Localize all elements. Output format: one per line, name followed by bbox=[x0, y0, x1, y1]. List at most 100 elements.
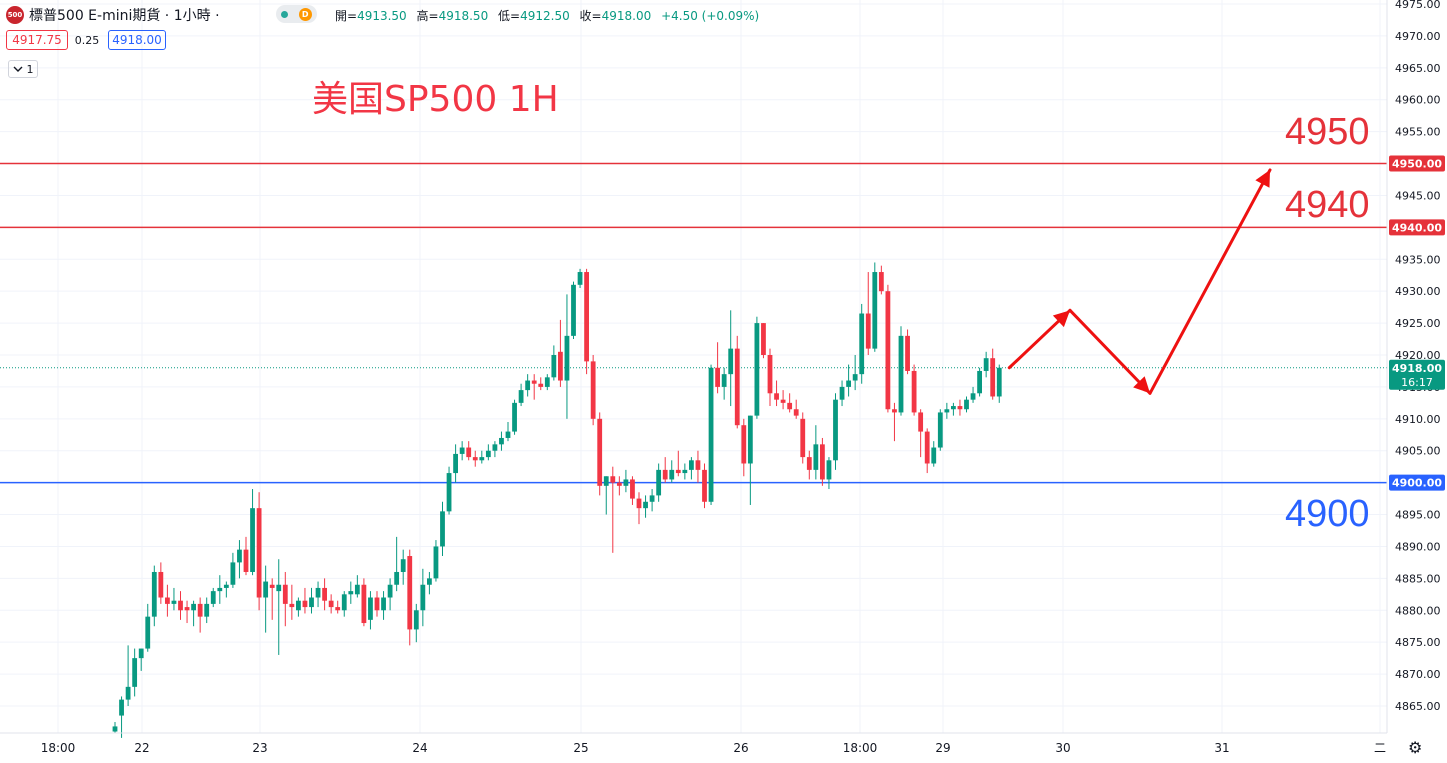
candle-body bbox=[485, 450, 491, 458]
candle-body bbox=[512, 402, 517, 432]
candle-body bbox=[315, 587, 321, 598]
candle-body bbox=[394, 571, 400, 585]
candle-body bbox=[564, 335, 570, 381]
candle-body bbox=[734, 348, 740, 426]
candle-body bbox=[440, 511, 445, 547]
gear-icon[interactable]: ⚙ bbox=[1408, 738, 1423, 757]
candle-body bbox=[197, 603, 203, 617]
candle-body bbox=[584, 272, 589, 362]
candle-body bbox=[859, 313, 865, 375]
level-price-label: 4940.00 bbox=[1392, 221, 1442, 234]
candle-body bbox=[184, 607, 190, 611]
candle-body bbox=[165, 597, 170, 604]
candle-body bbox=[689, 460, 694, 470]
candle-body bbox=[446, 473, 452, 512]
candle-body bbox=[623, 479, 629, 486]
market-status-pill[interactable]: D bbox=[276, 5, 317, 23]
candle-body bbox=[243, 549, 249, 572]
high-label: 高= bbox=[416, 9, 439, 23]
candle-body bbox=[728, 348, 734, 375]
candle-body bbox=[996, 367, 1002, 397]
candle-body bbox=[806, 457, 812, 470]
candle-body bbox=[217, 587, 223, 592]
candle-body bbox=[878, 272, 884, 292]
candle-body bbox=[597, 418, 603, 486]
candle-body bbox=[263, 581, 269, 598]
price-tick-label: 4890.00 bbox=[1395, 540, 1441, 553]
sell-price-button[interactable]: 4917.75 bbox=[6, 30, 68, 50]
grid-lines bbox=[0, 0, 1387, 733]
delayed-data-badge: D bbox=[298, 7, 312, 21]
time-tick-label: 25 bbox=[573, 741, 588, 755]
candle-body bbox=[230, 562, 236, 585]
countdown-label: 16:17 bbox=[1401, 376, 1433, 389]
open-value: 4913.50 bbox=[357, 9, 407, 23]
candle-body bbox=[531, 380, 537, 384]
candle-body bbox=[191, 603, 196, 611]
candle-body bbox=[656, 469, 662, 496]
horizontal-level-lines[interactable] bbox=[0, 162, 1387, 484]
change-value: +4.50 (+0.09%) bbox=[661, 9, 760, 23]
candle-body bbox=[112, 726, 118, 732]
candle-body bbox=[132, 658, 138, 687]
candle-body bbox=[223, 584, 229, 588]
candle-body bbox=[616, 482, 622, 486]
candle-body bbox=[754, 323, 760, 416]
level-price-tag bbox=[1389, 474, 1445, 491]
forecast-arrow-path[interactable] bbox=[1007, 168, 1272, 395]
price-tick-label: 4965.00 bbox=[1395, 62, 1441, 75]
candle-body bbox=[662, 469, 668, 480]
candle-body bbox=[892, 409, 897, 413]
price-tick-label: 4920.00 bbox=[1395, 349, 1441, 362]
candle-body bbox=[833, 399, 838, 461]
candle-body bbox=[793, 409, 799, 416]
candle-body bbox=[237, 549, 242, 563]
forecast-arrowhead bbox=[1133, 376, 1150, 394]
price-tick-label: 4975.00 bbox=[1395, 0, 1441, 11]
candle-body bbox=[309, 597, 314, 608]
chevron-down-icon bbox=[13, 66, 22, 72]
candle-body bbox=[820, 444, 825, 480]
buy-price-button[interactable]: 4918.00 bbox=[108, 30, 166, 50]
candle-body bbox=[964, 399, 969, 410]
candle-body bbox=[957, 406, 963, 410]
candle-body bbox=[538, 383, 544, 387]
time-tick-label: 22 bbox=[134, 741, 149, 755]
level-price-label: 4900.00 bbox=[1392, 477, 1442, 490]
high-value: 4918.50 bbox=[438, 9, 489, 23]
ohlc-readout: 開=4913.50 高=4918.50 低=4912.50 收=4918.00 … bbox=[335, 7, 765, 24]
candle-body bbox=[158, 571, 164, 598]
market-open-dot-icon bbox=[281, 10, 289, 18]
candle-body bbox=[525, 380, 531, 391]
candle-body bbox=[983, 358, 989, 371]
candle-body bbox=[708, 367, 714, 502]
candle-body bbox=[970, 393, 976, 400]
time-axis[interactable]: 18:00 22 23 24 25 26 18:00 29 30 31 二 bbox=[0, 732, 1387, 755]
price-tick-label: 4880.00 bbox=[1395, 604, 1441, 617]
candle-body bbox=[138, 648, 144, 659]
price-tick-label: 4885.00 bbox=[1395, 572, 1441, 585]
candle-body bbox=[387, 584, 393, 598]
candle-body bbox=[577, 272, 583, 285]
candle-body bbox=[407, 556, 413, 630]
candle-body bbox=[747, 415, 753, 464]
candle-body bbox=[459, 447, 465, 454]
indicators-toggle[interactable]: 1 bbox=[8, 60, 38, 78]
candle-body bbox=[761, 323, 766, 355]
price-axis[interactable]: 4975.00 4970.00 4965.00 4960.00 4955.00 4950.… bbox=[1386, 0, 1445, 733]
candle-body bbox=[204, 603, 210, 617]
candle-body bbox=[151, 571, 157, 617]
forecast-segment bbox=[1068, 308, 1152, 395]
candle-body bbox=[780, 399, 786, 403]
time-tick-label: 23 bbox=[252, 741, 267, 755]
price-tick-label: 4955.00 bbox=[1395, 126, 1441, 139]
candle-body bbox=[826, 460, 832, 480]
candle-body bbox=[499, 437, 504, 445]
last-price-label: 4918.00 bbox=[1392, 362, 1442, 375]
candle-body bbox=[145, 616, 151, 649]
candle-body bbox=[413, 610, 419, 630]
symbol-title[interactable]: 標普500 E-mini期貨 · 1小時 · bbox=[29, 8, 220, 24]
candle-body bbox=[341, 594, 347, 611]
